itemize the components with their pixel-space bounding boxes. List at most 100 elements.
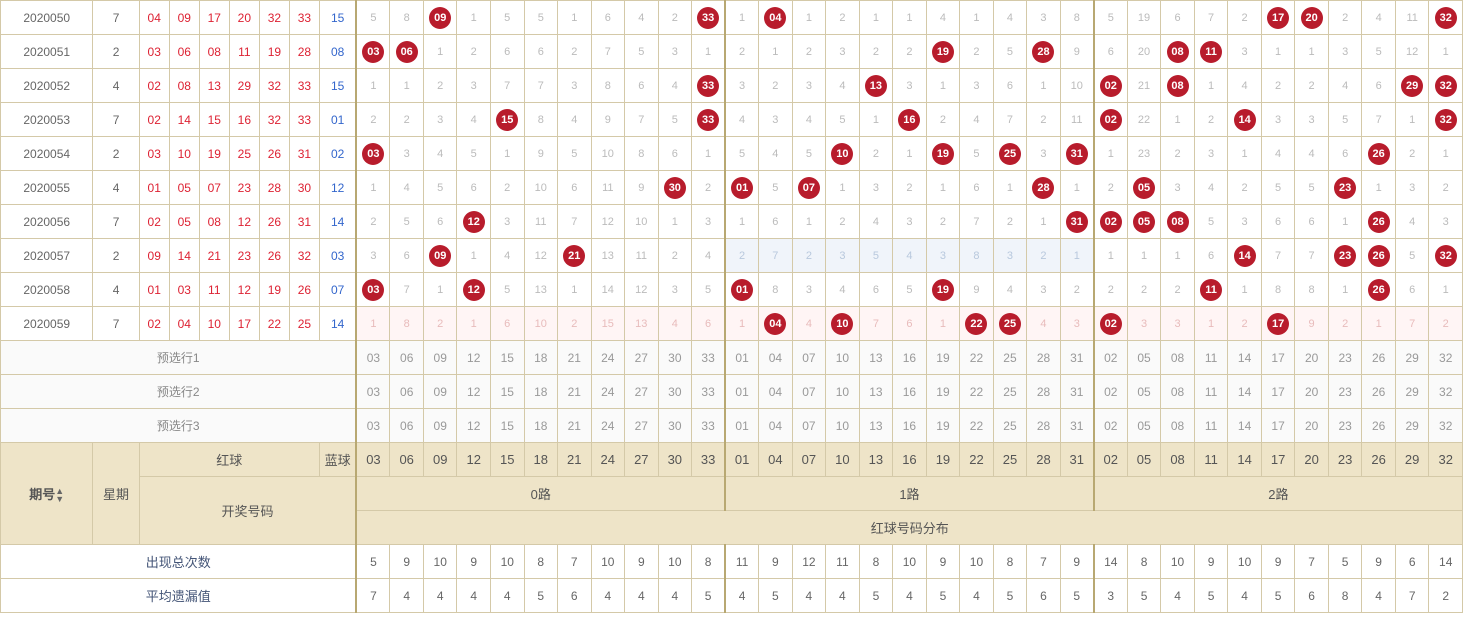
preselect-cell[interactable]: 16: [893, 341, 927, 375]
preselect-cell[interactable]: 16: [893, 375, 927, 409]
preselect-cell[interactable]: 21: [558, 375, 592, 409]
preselect-cell[interactable]: 20: [1295, 409, 1329, 443]
preselect-cell[interactable]: 21: [558, 409, 592, 443]
preselect-cell[interactable]: 02: [1094, 409, 1128, 443]
preselect-cell[interactable]: 29: [1395, 375, 1429, 409]
preselect-cell[interactable]: 25: [993, 409, 1027, 443]
preselect-cell[interactable]: 06: [390, 375, 424, 409]
preselect-cell[interactable]: 04: [759, 375, 793, 409]
preselect-cell[interactable]: 32: [1429, 409, 1463, 443]
preselect-cell[interactable]: 23: [1328, 341, 1362, 375]
preselect-cell[interactable]: 26: [1362, 409, 1396, 443]
preselect-cell[interactable]: 08: [1161, 341, 1195, 375]
preselect-cell[interactable]: 13: [859, 375, 893, 409]
preselect-cell[interactable]: 03: [356, 375, 390, 409]
preselect-cell[interactable]: 11: [1194, 375, 1228, 409]
preselect-cell[interactable]: 18: [524, 409, 558, 443]
preselect-cell[interactable]: 11: [1194, 409, 1228, 443]
preselect-cell[interactable]: 12: [457, 341, 491, 375]
preselect-cell[interactable]: 02: [1094, 341, 1128, 375]
preselect-cell[interactable]: 13: [859, 409, 893, 443]
preselect-row[interactable]: 预选行1030609121518212427303301040710131619…: [1, 341, 1463, 375]
preselect-cell[interactable]: 01: [725, 375, 759, 409]
preselect-cell[interactable]: 23: [1328, 375, 1362, 409]
preselect-cell[interactable]: 29: [1395, 341, 1429, 375]
preselect-cell[interactable]: 03: [356, 409, 390, 443]
preselect-cell[interactable]: 32: [1429, 375, 1463, 409]
preselect-cell[interactable]: 24: [591, 375, 625, 409]
preselect-cell[interactable]: 33: [692, 375, 726, 409]
preselect-cell[interactable]: 16: [893, 409, 927, 443]
preselect-cell[interactable]: 14: [1228, 375, 1262, 409]
preselect-cell[interactable]: 19: [926, 341, 960, 375]
preselect-cell[interactable]: 30: [658, 409, 692, 443]
preselect-cell[interactable]: 25: [993, 341, 1027, 375]
preselect-cell[interactable]: 28: [1027, 341, 1061, 375]
preselect-cell[interactable]: 11: [1194, 341, 1228, 375]
preselect-cell[interactable]: 02: [1094, 375, 1128, 409]
preselect-cell[interactable]: 31: [1060, 375, 1094, 409]
preselect-cell[interactable]: 22: [960, 409, 994, 443]
preselect-cell[interactable]: 06: [390, 409, 424, 443]
preselect-cell[interactable]: 12: [457, 375, 491, 409]
preselect-cell[interactable]: 09: [423, 409, 457, 443]
preselect-cell[interactable]: 17: [1261, 409, 1295, 443]
preselect-cell[interactable]: 22: [960, 375, 994, 409]
preselect-row[interactable]: 预选行2030609121518212427303301040710131619…: [1, 375, 1463, 409]
preselect-cell[interactable]: 28: [1027, 409, 1061, 443]
preselect-cell[interactable]: 08: [1161, 409, 1195, 443]
preselect-cell[interactable]: 21: [558, 341, 592, 375]
preselect-cell[interactable]: 30: [658, 375, 692, 409]
preselect-cell[interactable]: 04: [759, 409, 793, 443]
preselect-cell[interactable]: 29: [1395, 409, 1429, 443]
preselect-cell[interactable]: 24: [591, 409, 625, 443]
preselect-cell[interactable]: 04: [759, 341, 793, 375]
preselect-cell[interactable]: 31: [1060, 341, 1094, 375]
preselect-cell[interactable]: 01: [725, 341, 759, 375]
preselect-cell[interactable]: 05: [1127, 409, 1161, 443]
preselect-cell[interactable]: 24: [591, 341, 625, 375]
preselect-cell[interactable]: 13: [859, 341, 893, 375]
preselect-cell[interactable]: 26: [1362, 341, 1396, 375]
preselect-cell[interactable]: 09: [423, 375, 457, 409]
preselect-cell[interactable]: 14: [1228, 341, 1262, 375]
header-issue[interactable]: 期号▲▼: [1, 443, 93, 545]
preselect-cell[interactable]: 23: [1328, 409, 1362, 443]
preselect-cell[interactable]: 07: [792, 341, 826, 375]
preselect-cell[interactable]: 12: [457, 409, 491, 443]
preselect-cell[interactable]: 20: [1295, 375, 1329, 409]
preselect-cell[interactable]: 27: [625, 409, 659, 443]
preselect-cell[interactable]: 10: [826, 409, 860, 443]
preselect-cell[interactable]: 07: [792, 409, 826, 443]
preselect-cell[interactable]: 01: [725, 409, 759, 443]
preselect-cell[interactable]: 31: [1060, 409, 1094, 443]
preselect-cell[interactable]: 05: [1127, 375, 1161, 409]
preselect-cell[interactable]: 03: [356, 341, 390, 375]
preselect-row[interactable]: 预选行3030609121518212427303301040710131619…: [1, 409, 1463, 443]
preselect-cell[interactable]: 08: [1161, 375, 1195, 409]
preselect-cell[interactable]: 17: [1261, 375, 1295, 409]
preselect-cell[interactable]: 15: [490, 341, 524, 375]
preselect-cell[interactable]: 19: [926, 409, 960, 443]
preselect-cell[interactable]: 30: [658, 341, 692, 375]
preselect-cell[interactable]: 07: [792, 375, 826, 409]
preselect-cell[interactable]: 09: [423, 341, 457, 375]
preselect-cell[interactable]: 10: [826, 341, 860, 375]
preselect-cell[interactable]: 05: [1127, 341, 1161, 375]
preselect-cell[interactable]: 06: [390, 341, 424, 375]
preselect-cell[interactable]: 27: [625, 375, 659, 409]
preselect-cell[interactable]: 20: [1295, 341, 1329, 375]
preselect-cell[interactable]: 26: [1362, 375, 1396, 409]
preselect-cell[interactable]: 17: [1261, 341, 1295, 375]
preselect-cell[interactable]: 27: [625, 341, 659, 375]
sort-icon[interactable]: ▲▼: [55, 487, 64, 503]
preselect-cell[interactable]: 18: [524, 375, 558, 409]
preselect-cell[interactable]: 33: [692, 409, 726, 443]
preselect-cell[interactable]: 19: [926, 375, 960, 409]
preselect-cell[interactable]: 28: [1027, 375, 1061, 409]
preselect-cell[interactable]: 15: [490, 409, 524, 443]
preselect-cell[interactable]: 14: [1228, 409, 1262, 443]
preselect-cell[interactable]: 33: [692, 341, 726, 375]
preselect-cell[interactable]: 18: [524, 341, 558, 375]
preselect-cell[interactable]: 22: [960, 341, 994, 375]
